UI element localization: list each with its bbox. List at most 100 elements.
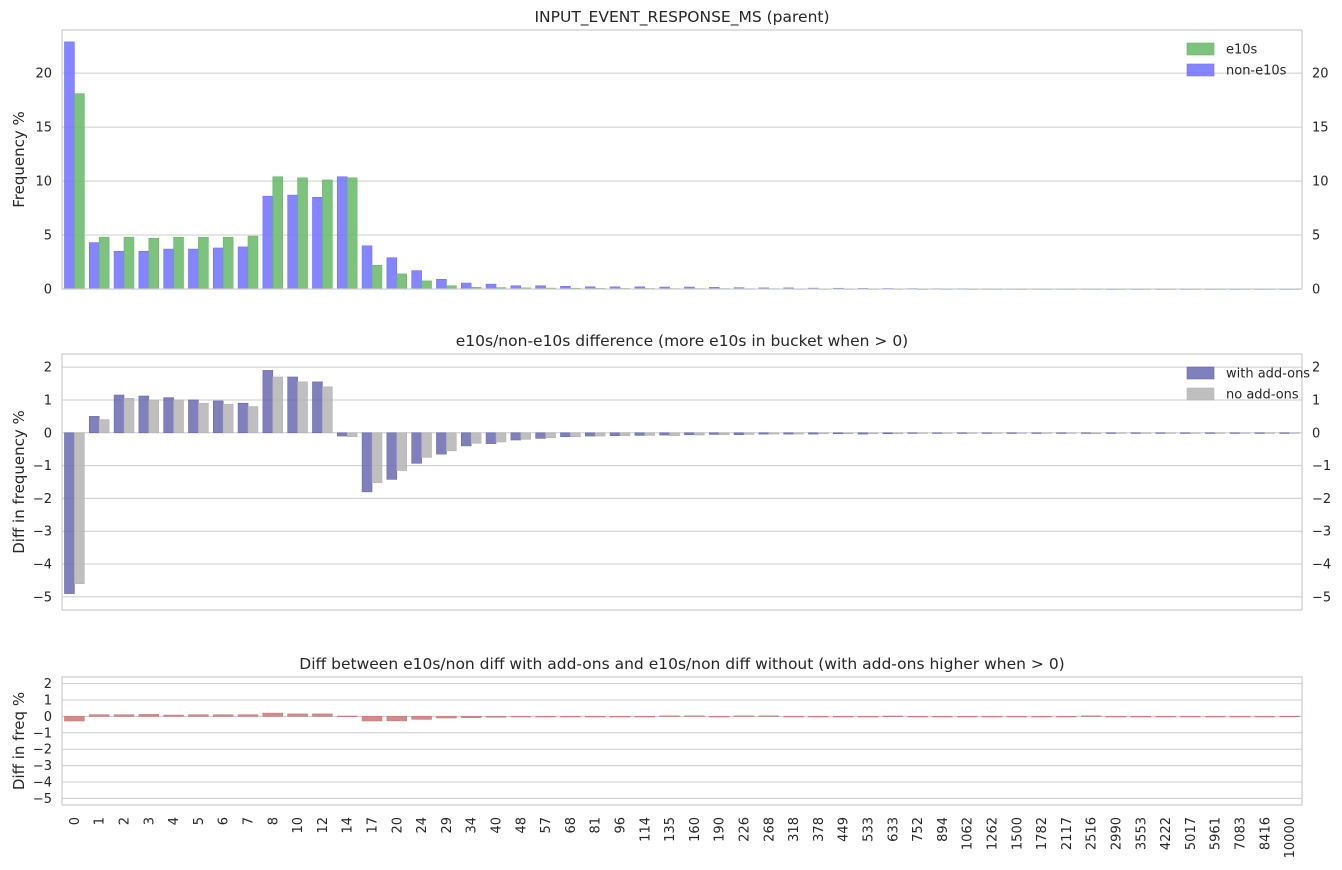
- bar: [832, 716, 854, 718]
- y-tick-label: −2: [33, 492, 52, 507]
- x-tick-label: 6: [217, 817, 232, 825]
- chart-title: INPUT_EVENT_RESPONSE_MS (parent): [534, 8, 829, 27]
- x-tick-label: 2516: [1085, 817, 1100, 850]
- x-tick-label: 135: [663, 817, 678, 842]
- legend: with add-ons no add-ons: [1186, 367, 1310, 403]
- bar: [361, 245, 373, 290]
- bar: [361, 716, 383, 722]
- bar: [907, 716, 928, 718]
- y-tick-label-right: 1: [1312, 393, 1320, 408]
- x-tick-label: 533: [862, 817, 877, 842]
- bar: [932, 716, 953, 718]
- x-tick-label: 190: [713, 817, 728, 842]
- bar: [88, 714, 110, 717]
- x-tick-label: 1: [93, 817, 108, 825]
- bar: [907, 432, 918, 434]
- bar: [113, 394, 125, 434]
- bar: [694, 432, 705, 436]
- x-tick-label: 8416: [1258, 817, 1273, 850]
- bar: [113, 714, 135, 717]
- bar: [842, 432, 854, 435]
- bar: [411, 270, 422, 290]
- bar: [188, 248, 199, 290]
- y-tick-label-right: −5: [1312, 590, 1331, 605]
- bar: [634, 716, 656, 718]
- bar: [1289, 432, 1300, 434]
- y-tick-label: 5: [44, 229, 52, 244]
- bar: [436, 716, 457, 719]
- x-tick-label: 12: [316, 817, 331, 834]
- bar: [991, 432, 1003, 434]
- x-tick-label: 378: [812, 817, 827, 842]
- x-tick-label: 8: [266, 817, 281, 825]
- bar: [882, 715, 904, 717]
- bar: [510, 432, 522, 441]
- x-tick-label: 1062: [961, 817, 976, 850]
- x-tick-label: 40: [490, 817, 505, 834]
- bar: [470, 432, 482, 444]
- x-tick-label: 17: [366, 817, 381, 834]
- bar: [594, 432, 606, 437]
- bar: [1066, 432, 1077, 434]
- bar: [768, 432, 780, 435]
- bar: [867, 432, 879, 435]
- legend: e10s non-e10s: [1186, 43, 1287, 79]
- bar: [123, 398, 135, 434]
- bar: [981, 716, 1003, 718]
- bar: [495, 432, 507, 443]
- x-tick-label: 752: [911, 817, 926, 842]
- bar: [560, 716, 581, 718]
- bar: [758, 715, 780, 717]
- y-tick-label: −2: [33, 743, 52, 758]
- bar: [981, 432, 993, 434]
- bar: [570, 432, 581, 438]
- y-tick-label-right: 0: [1312, 426, 1320, 441]
- x-tick-label: 7083: [1234, 817, 1249, 850]
- bar: [312, 196, 323, 290]
- bar: [808, 432, 819, 435]
- bar: [758, 432, 770, 435]
- bar: [1155, 432, 1166, 434]
- bar: [1204, 716, 1226, 718]
- x-tick-label: 226: [738, 817, 753, 842]
- bar: [113, 250, 125, 290]
- bar: [1016, 432, 1028, 434]
- legend-label: with add-ons: [1226, 367, 1310, 382]
- bar: [584, 432, 596, 437]
- bar: [148, 399, 160, 434]
- bar: [1031, 716, 1052, 718]
- bar: [396, 432, 408, 471]
- x-tick-label: 160: [688, 817, 703, 842]
- bar: [173, 399, 184, 434]
- bar: [1190, 432, 1201, 434]
- bar: [198, 402, 209, 434]
- y-axis-label: Diff in freq %: [10, 692, 28, 790]
- bar: [346, 432, 358, 438]
- bar: [163, 714, 184, 717]
- y-tick-label: −4: [33, 776, 52, 791]
- y-axis-label: Frequency %: [10, 111, 28, 208]
- bar: [535, 432, 546, 439]
- bar: [421, 280, 432, 290]
- bar: [64, 41, 75, 290]
- y-tick-label-right: 20: [1312, 67, 1329, 82]
- plot-frame: [61, 353, 1303, 611]
- bar: [560, 432, 571, 438]
- x-tick-label: 48: [514, 817, 529, 834]
- bar: [74, 432, 85, 585]
- bar: [262, 370, 274, 434]
- x-tick-label: 7: [242, 817, 257, 825]
- bar: [619, 432, 631, 437]
- y-tick-label-right: 10: [1312, 175, 1329, 190]
- y-tick-label: −5: [33, 792, 52, 807]
- y-tick-label: 15: [35, 121, 52, 136]
- x-tick-label: 633: [886, 817, 901, 842]
- bar: [1080, 715, 1102, 717]
- bar: [262, 195, 274, 290]
- legend-label: no add-ons: [1226, 388, 1299, 403]
- bar: [247, 406, 259, 434]
- bar: [1214, 432, 1226, 434]
- x-tick-label: 5961: [1209, 817, 1224, 850]
